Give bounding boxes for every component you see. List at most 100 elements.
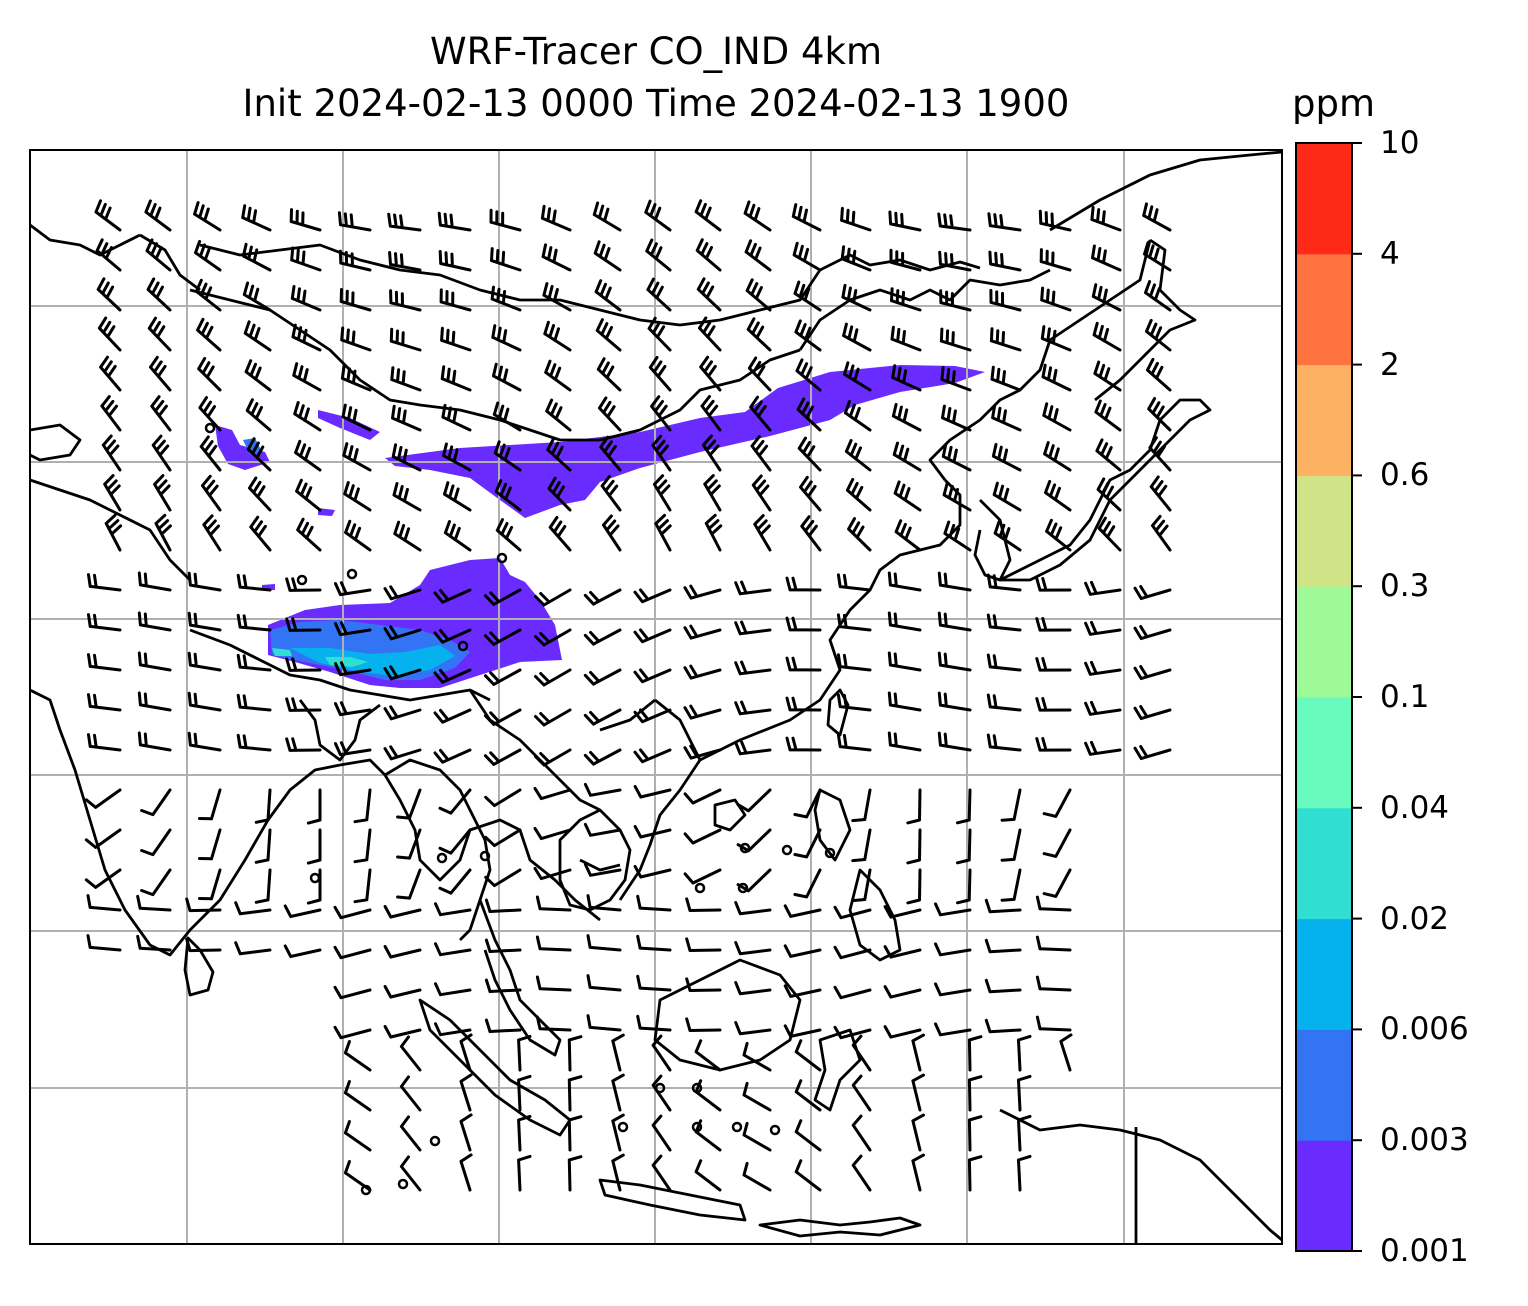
wind-barb	[791, 203, 822, 232]
wind-barb	[683, 744, 722, 760]
wind-barb	[86, 934, 122, 952]
colorbar-tick-label: 4	[1380, 235, 1400, 272]
wind-barb	[149, 355, 172, 392]
wind-barb	[840, 245, 872, 272]
wind-barb	[391, 404, 422, 432]
map-title-line2: Init 2024-02-13 0000 Time 2024-02-13 190…	[242, 82, 1070, 125]
wind-barb	[285, 737, 322, 752]
wind-barb	[353, 868, 372, 904]
wind-barb	[651, 434, 672, 472]
wind-barb	[1146, 357, 1172, 392]
wind-barb	[611, 1033, 625, 1072]
wind-barb	[749, 395, 772, 432]
wind-barb	[1040, 286, 1072, 312]
calm-wind-circle	[296, 574, 308, 586]
wind-barb	[333, 1025, 372, 1040]
russia-coast	[1094, 238, 1197, 402]
wind-barb	[843, 361, 872, 392]
wind-barb	[440, 326, 472, 352]
wind-barb	[383, 585, 422, 601]
wind-barb	[137, 571, 172, 592]
wind-barb	[542, 282, 572, 312]
wind-barb	[703, 474, 722, 512]
co-tracer-shading	[215, 365, 985, 688]
wind-barb	[140, 828, 172, 857]
new-guinea	[999, 1108, 1282, 1242]
iran-coast	[30, 423, 82, 462]
wind-barb	[937, 691, 972, 712]
colorbar-tick-label: 0.02	[1380, 900, 1450, 937]
wind-barb	[1042, 868, 1072, 898]
wind-barb	[201, 474, 222, 512]
wind-barb	[611, 1153, 625, 1192]
wind-barb	[198, 788, 222, 821]
wind-barb	[285, 657, 322, 672]
wind-barb	[683, 704, 722, 720]
map-frame	[29, 149, 1283, 1245]
wind-barb	[341, 403, 372, 432]
wind-barb	[517, 1074, 532, 1112]
wind-barb	[103, 474, 122, 512]
wind-barb	[1017, 1114, 1032, 1152]
wind-barb	[434, 982, 472, 997]
wind-barb	[937, 651, 972, 672]
wind-barb	[851, 1114, 872, 1152]
wind-barb	[595, 318, 622, 352]
wind-barb	[646, 277, 672, 312]
wind-barb	[734, 660, 772, 676]
wind-barb	[785, 696, 822, 712]
wind-barb	[306, 828, 322, 865]
wind-barb	[1147, 397, 1172, 432]
wind-barb	[387, 212, 422, 232]
wind-barb	[140, 788, 172, 817]
wind-barb	[583, 628, 622, 646]
wind-barb	[383, 985, 422, 999]
wind-barb	[1045, 518, 1072, 552]
wind-barb	[651, 1114, 672, 1152]
wind-barb	[611, 1073, 625, 1112]
wind-barb	[942, 481, 972, 512]
wind-barb	[338, 249, 372, 272]
wind-barb	[650, 395, 672, 432]
wind-barb	[136, 894, 172, 912]
wind-barb	[1133, 585, 1172, 600]
wind-barb	[290, 285, 322, 312]
arabian-coast	[30, 223, 141, 257]
wind-barb	[746, 317, 772, 352]
wind-barb	[97, 316, 122, 352]
wind-barb	[396, 788, 422, 820]
wind-barb	[94, 199, 122, 232]
wind-barb	[254, 868, 272, 904]
wind-barb	[248, 476, 272, 512]
wind-barb	[96, 277, 122, 312]
wind-barb	[1133, 705, 1172, 720]
wind-barb	[434, 1022, 472, 1037]
wind-barb	[799, 475, 822, 512]
wind-barb	[937, 611, 972, 632]
plume-fragment-small	[318, 508, 335, 516]
wind-barb	[654, 513, 672, 552]
wind-barb	[785, 576, 822, 592]
wind-barb	[534, 668, 572, 687]
wind-barb	[1133, 665, 1172, 680]
wind-barb	[391, 443, 422, 472]
wind-barb	[340, 326, 372, 352]
wind-barb	[254, 828, 272, 864]
wind-barb	[636, 934, 672, 952]
wind-barb	[1000, 828, 1022, 862]
wind-barb	[1091, 244, 1122, 272]
wind-barb	[987, 212, 1022, 232]
wind-barb	[883, 945, 922, 959]
plume-tibet-core-2	[272, 648, 292, 656]
wind-barb	[100, 395, 122, 432]
colorbar-tick-label: 0.3	[1380, 568, 1430, 605]
calm-wind-circle	[654, 1082, 666, 1094]
wind-barb	[747, 356, 772, 392]
wind-barb	[285, 697, 322, 712]
wind-barb	[938, 250, 972, 272]
wind-barb	[294, 439, 322, 472]
wind-barb	[87, 733, 122, 752]
calm-wind-circle	[479, 850, 491, 862]
calm-wind-circle	[617, 1121, 629, 1133]
plume-tibet-inner	[290, 645, 455, 676]
